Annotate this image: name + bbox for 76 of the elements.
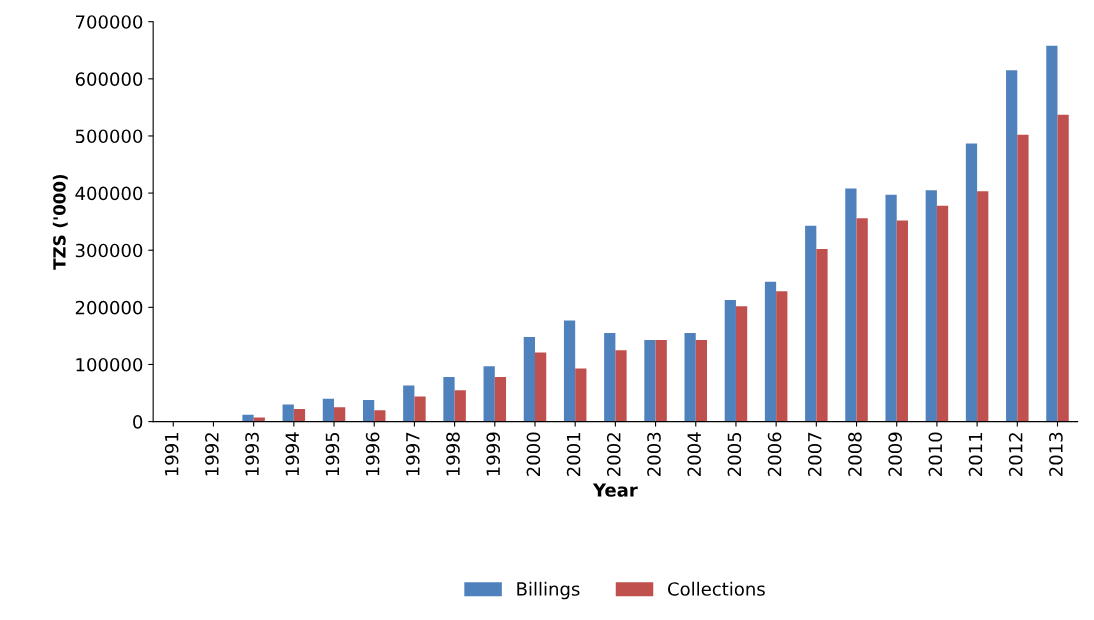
x-tick-label: 1995: [325, 432, 340, 476]
x-tick-label: 1998: [446, 432, 460, 476]
x-tick-label: 2012: [1008, 433, 1023, 476]
y-tick-label: 600000: [75, 72, 143, 86]
bar: [1006, 70, 1018, 422]
bar: [322, 398, 335, 422]
x-tick-label: 2009: [888, 432, 902, 476]
bar: [816, 249, 828, 422]
bar: [454, 390, 466, 422]
bar: [374, 410, 386, 422]
bar: [563, 320, 576, 422]
y-tick-label: 200000: [75, 300, 143, 315]
bar: [695, 339, 708, 422]
x-tick-label: 1994: [285, 432, 300, 476]
x-tick-label: 1992: [205, 433, 219, 476]
x-tick-label: 2006: [767, 432, 782, 476]
legend-label: Collections: [668, 581, 765, 596]
bar: [885, 194, 897, 422]
x-tick-label: 2004: [687, 432, 701, 476]
x-tick-label: 1993: [245, 432, 259, 476]
x-tick-label: 2000: [526, 432, 541, 476]
bar: [483, 366, 495, 422]
bar: [805, 225, 817, 422]
bar: [604, 333, 616, 422]
y-tick-label: 0: [133, 415, 143, 429]
x-tick-label: 2003: [647, 432, 661, 476]
bar: [644, 339, 656, 422]
x-tick-label: 1991: [164, 432, 179, 476]
bar: [845, 188, 857, 422]
y-axis-title: TZS ('000): [52, 174, 68, 270]
bar: [724, 299, 736, 422]
bar: [655, 339, 667, 422]
bar: [735, 306, 748, 422]
bar: [523, 337, 535, 422]
x-axis-title: Year: [592, 483, 638, 497]
x-tick-label: 2002: [606, 433, 621, 476]
bar: [575, 368, 587, 422]
bar: [684, 333, 696, 422]
bar: [403, 385, 415, 422]
x-tick-label: 2011: [968, 432, 983, 476]
x-tick-label: 1996: [365, 432, 380, 476]
y-tick-label: 300000: [75, 243, 143, 258]
x-tick-label: 1997: [405, 432, 420, 476]
bar: [615, 350, 627, 422]
x-tick-label: 2005: [727, 432, 742, 476]
bar: [977, 191, 989, 422]
bar: [334, 407, 346, 422]
x-tick-label: 2001: [566, 432, 581, 476]
y-tick-label: 700000: [75, 15, 143, 29]
y-tick-label: 500000: [75, 129, 143, 144]
x-tick-label: 2010: [928, 432, 943, 476]
bar: [896, 220, 908, 422]
bar: [1017, 134, 1029, 422]
bar: [293, 409, 306, 422]
bar: [1046, 45, 1058, 422]
x-tick-label: 1999: [486, 432, 501, 476]
bar: [856, 218, 868, 422]
bar: [965, 143, 978, 422]
y-tick-label: 400000: [75, 186, 143, 201]
bar: [242, 414, 254, 422]
legend-label: Billings: [517, 581, 580, 600]
bar: [282, 404, 294, 422]
bar: [443, 377, 455, 422]
bar: [534, 352, 547, 422]
bar: [414, 396, 426, 422]
bar: [925, 190, 937, 422]
bar: [764, 281, 777, 422]
y-tick-label: 100000: [76, 357, 143, 372]
bar: [362, 399, 375, 422]
x-tick-label: 2013: [1049, 432, 1063, 476]
x-tick-label: 2007: [807, 432, 822, 476]
x-tick-label: 2008: [848, 432, 862, 476]
bar: [1057, 114, 1069, 422]
bar: [494, 377, 507, 422]
bar: [776, 291, 788, 422]
bar: [936, 205, 949, 422]
